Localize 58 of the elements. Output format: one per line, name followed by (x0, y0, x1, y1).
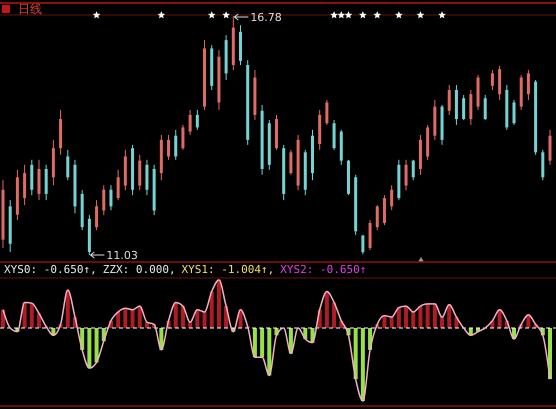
text: XYS0: -0.650↑, (4, 263, 97, 276)
bar (411, 312, 416, 328)
bar (87, 328, 92, 368)
bar (174, 302, 178, 328)
bar (260, 328, 264, 358)
bar (116, 312, 120, 328)
candlestick (526, 70, 530, 100)
candlestick (181, 124, 184, 150)
candlestick (196, 109, 199, 130)
bar (418, 306, 422, 328)
candlestick (490, 70, 494, 90)
bar (180, 306, 185, 328)
bar (426, 304, 430, 328)
text: XYS1: -1.004↑, (182, 263, 274, 276)
bar (216, 280, 221, 328)
bar (202, 312, 207, 328)
candlestick (325, 99, 328, 126)
candlestick (404, 159, 408, 191)
candlestick (188, 109, 192, 136)
candlestick (390, 184, 394, 211)
bar (252, 328, 257, 358)
candlestick (361, 234, 364, 255)
candlestick (174, 129, 178, 160)
bar (440, 317, 444, 328)
candlestick (484, 94, 487, 120)
bar (130, 310, 135, 328)
bar (404, 306, 408, 328)
chart-subtitle: 日线 (18, 2, 42, 16)
bar (432, 304, 437, 328)
candlestick (102, 184, 106, 216)
bar (447, 304, 452, 328)
candlestick (512, 99, 516, 126)
candlestick (376, 204, 379, 231)
bar (30, 303, 34, 328)
bar (396, 308, 401, 328)
candlestick (167, 134, 170, 160)
bar (210, 292, 214, 328)
bar (66, 290, 70, 328)
candlestick (116, 169, 120, 201)
bar (94, 328, 99, 362)
bar (123, 308, 128, 328)
candlestick (95, 200, 98, 231)
bar (332, 302, 336, 328)
bar (390, 317, 394, 328)
bar (138, 306, 142, 328)
bar (267, 328, 272, 376)
candlestick (66, 149, 70, 181)
candlestick (109, 184, 112, 211)
candlestick (289, 149, 292, 176)
candlestick (448, 84, 451, 116)
annotation: 16.78 (250, 11, 282, 24)
text: ZZX: 0.000, (102, 263, 176, 276)
candlestick (412, 159, 415, 181)
bar (360, 328, 365, 401)
text: XYS2: -0.650↑ (280, 263, 366, 276)
bar (324, 292, 329, 328)
candlestick (462, 94, 466, 120)
annotation: 11.03 (106, 249, 138, 262)
